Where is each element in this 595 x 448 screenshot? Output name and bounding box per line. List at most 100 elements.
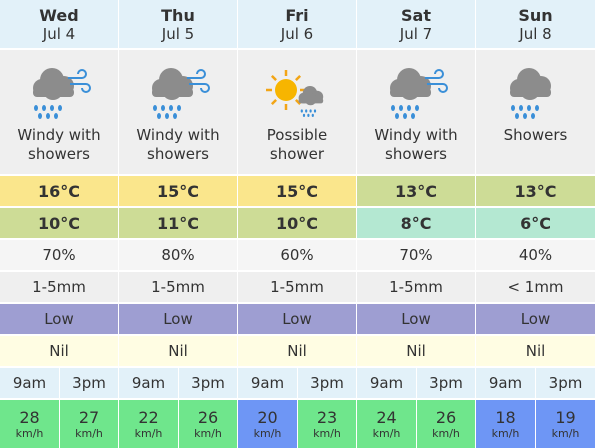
time: 3pm [429, 374, 463, 392]
time-cell: 9am [476, 368, 535, 398]
weather-icon [390, 68, 448, 119]
rain-chance-cell: 70% [0, 240, 118, 270]
min-temp: 10°C [275, 213, 318, 233]
min-temp: 11°C [156, 213, 199, 233]
wind-cell: 24 km/h [357, 400, 416, 448]
wind-cell: 18 km/h [476, 400, 535, 448]
rain-amount-cell: 1-5mm [0, 272, 118, 302]
rain-chance-cell: 40% [476, 240, 595, 270]
max-temp: 15°C [156, 181, 199, 201]
conditions: Windy with showers [119, 50, 237, 174]
day-name: Fri [285, 5, 309, 25]
wind-speed: 24 [376, 408, 397, 427]
rain-amount-cell: 1-5mm [119, 272, 237, 302]
description: Possible shower [266, 126, 328, 163]
wind-cell: 22 km/h [119, 400, 178, 448]
rain-amount-cell: 1-5mm [357, 272, 475, 302]
wind-unit: km/h [134, 427, 163, 440]
frost-cell: Nil [119, 336, 237, 366]
rain-amount: 1-5mm [389, 278, 443, 296]
day-header: Sat Jul 7 [357, 0, 475, 48]
wind-speed: 20 [257, 408, 278, 427]
wind-unit: km/h [313, 427, 341, 440]
day-date: Jul 7 [399, 24, 433, 43]
time: 9am [369, 374, 404, 392]
wind-unit: km/h [75, 427, 103, 440]
frost-cell: Nil [357, 336, 475, 366]
max-temp-cell: 13°C [476, 176, 595, 206]
uv-cell: Low [0, 304, 118, 334]
description: Windy with showers [17, 126, 101, 163]
frost-cell: Nil [476, 336, 595, 366]
day-date: Jul 6 [280, 24, 314, 43]
max-temp-cell: 15°C [238, 176, 356, 206]
description: Windy with showers [136, 126, 220, 163]
rain-chance: 70% [42, 246, 76, 264]
conditions: Possible shower [238, 50, 356, 174]
max-temp-cell: 13°C [357, 176, 475, 206]
min-temp-cell: 10°C [0, 208, 118, 238]
rain-amount: 1-5mm [151, 278, 205, 296]
wind-unit: km/h [551, 427, 580, 440]
frost: Nil [406, 342, 426, 360]
rain-amount-cell: 1-5mm [238, 272, 356, 302]
time: 3pm [548, 374, 583, 392]
wind-unit: km/h [432, 427, 460, 440]
max-temp: 16°C [37, 181, 80, 201]
rain-amount: 1-5mm [270, 278, 324, 296]
min-temp-cell: 11°C [119, 208, 237, 238]
wind-speed: 22 [138, 408, 159, 427]
wind-cell: 26 km/h [179, 400, 237, 448]
conditions: Windy with showers [357, 50, 475, 174]
min-temp: 10°C [37, 213, 80, 233]
time-cell: 9am [0, 368, 59, 398]
weather-icon [509, 68, 551, 119]
frost: Nil [49, 342, 69, 360]
rain-amount-cell: < 1mm [476, 272, 595, 302]
time: 3pm [191, 374, 225, 392]
weather-icon [152, 68, 210, 119]
uv-index: Low [44, 310, 74, 328]
frost-cell: Nil [0, 336, 118, 366]
rain-chance-cell: 80% [119, 240, 237, 270]
wind-cell: 23 km/h [298, 400, 356, 448]
wind-speed: 23 [316, 408, 338, 427]
frost: Nil [168, 342, 188, 360]
time-cell: 9am [238, 368, 297, 398]
conditions: Showers [476, 50, 595, 174]
time: 9am [250, 374, 285, 392]
wind-cell: 26 km/h [417, 400, 475, 448]
day-date: Jul 5 [161, 24, 195, 43]
uv-cell: Low [357, 304, 475, 334]
description: Windy with showers [374, 126, 458, 163]
wind-speed: 26 [435, 408, 457, 427]
frost: Nil [525, 342, 546, 360]
day-header: Wed Jul 4 [0, 0, 118, 48]
wind-unit: km/h [15, 427, 44, 440]
uv-cell: Low [119, 304, 237, 334]
wind-speed: 26 [197, 408, 219, 427]
max-temp: 15°C [275, 181, 318, 201]
uv-cell: Low [238, 304, 356, 334]
min-temp-cell: 6°C [476, 208, 595, 238]
description: Showers [503, 126, 568, 144]
wind-unit: km/h [372, 427, 401, 440]
min-temp: 6°C [520, 213, 551, 233]
uv-index: Low [520, 310, 551, 328]
wind-unit: km/h [491, 427, 520, 440]
min-temp-cell: 10°C [238, 208, 356, 238]
rain-chance-cell: 70% [357, 240, 475, 270]
time-cell: 3pm [417, 368, 475, 398]
rain-amount: 1-5mm [32, 278, 86, 296]
wind-speed: 27 [78, 408, 100, 427]
time-cell: 3pm [60, 368, 118, 398]
day-date: Jul 8 [519, 24, 552, 43]
uv-cell: Low [476, 304, 595, 334]
day-date: Jul 4 [42, 24, 76, 43]
max-temp-cell: 16°C [0, 176, 118, 206]
day-name: Sat [401, 5, 431, 25]
uv-index: Low [282, 310, 312, 328]
wind-cell: 28 km/h [0, 400, 59, 448]
time: 3pm [72, 374, 106, 392]
rain-chance: 40% [518, 246, 553, 264]
